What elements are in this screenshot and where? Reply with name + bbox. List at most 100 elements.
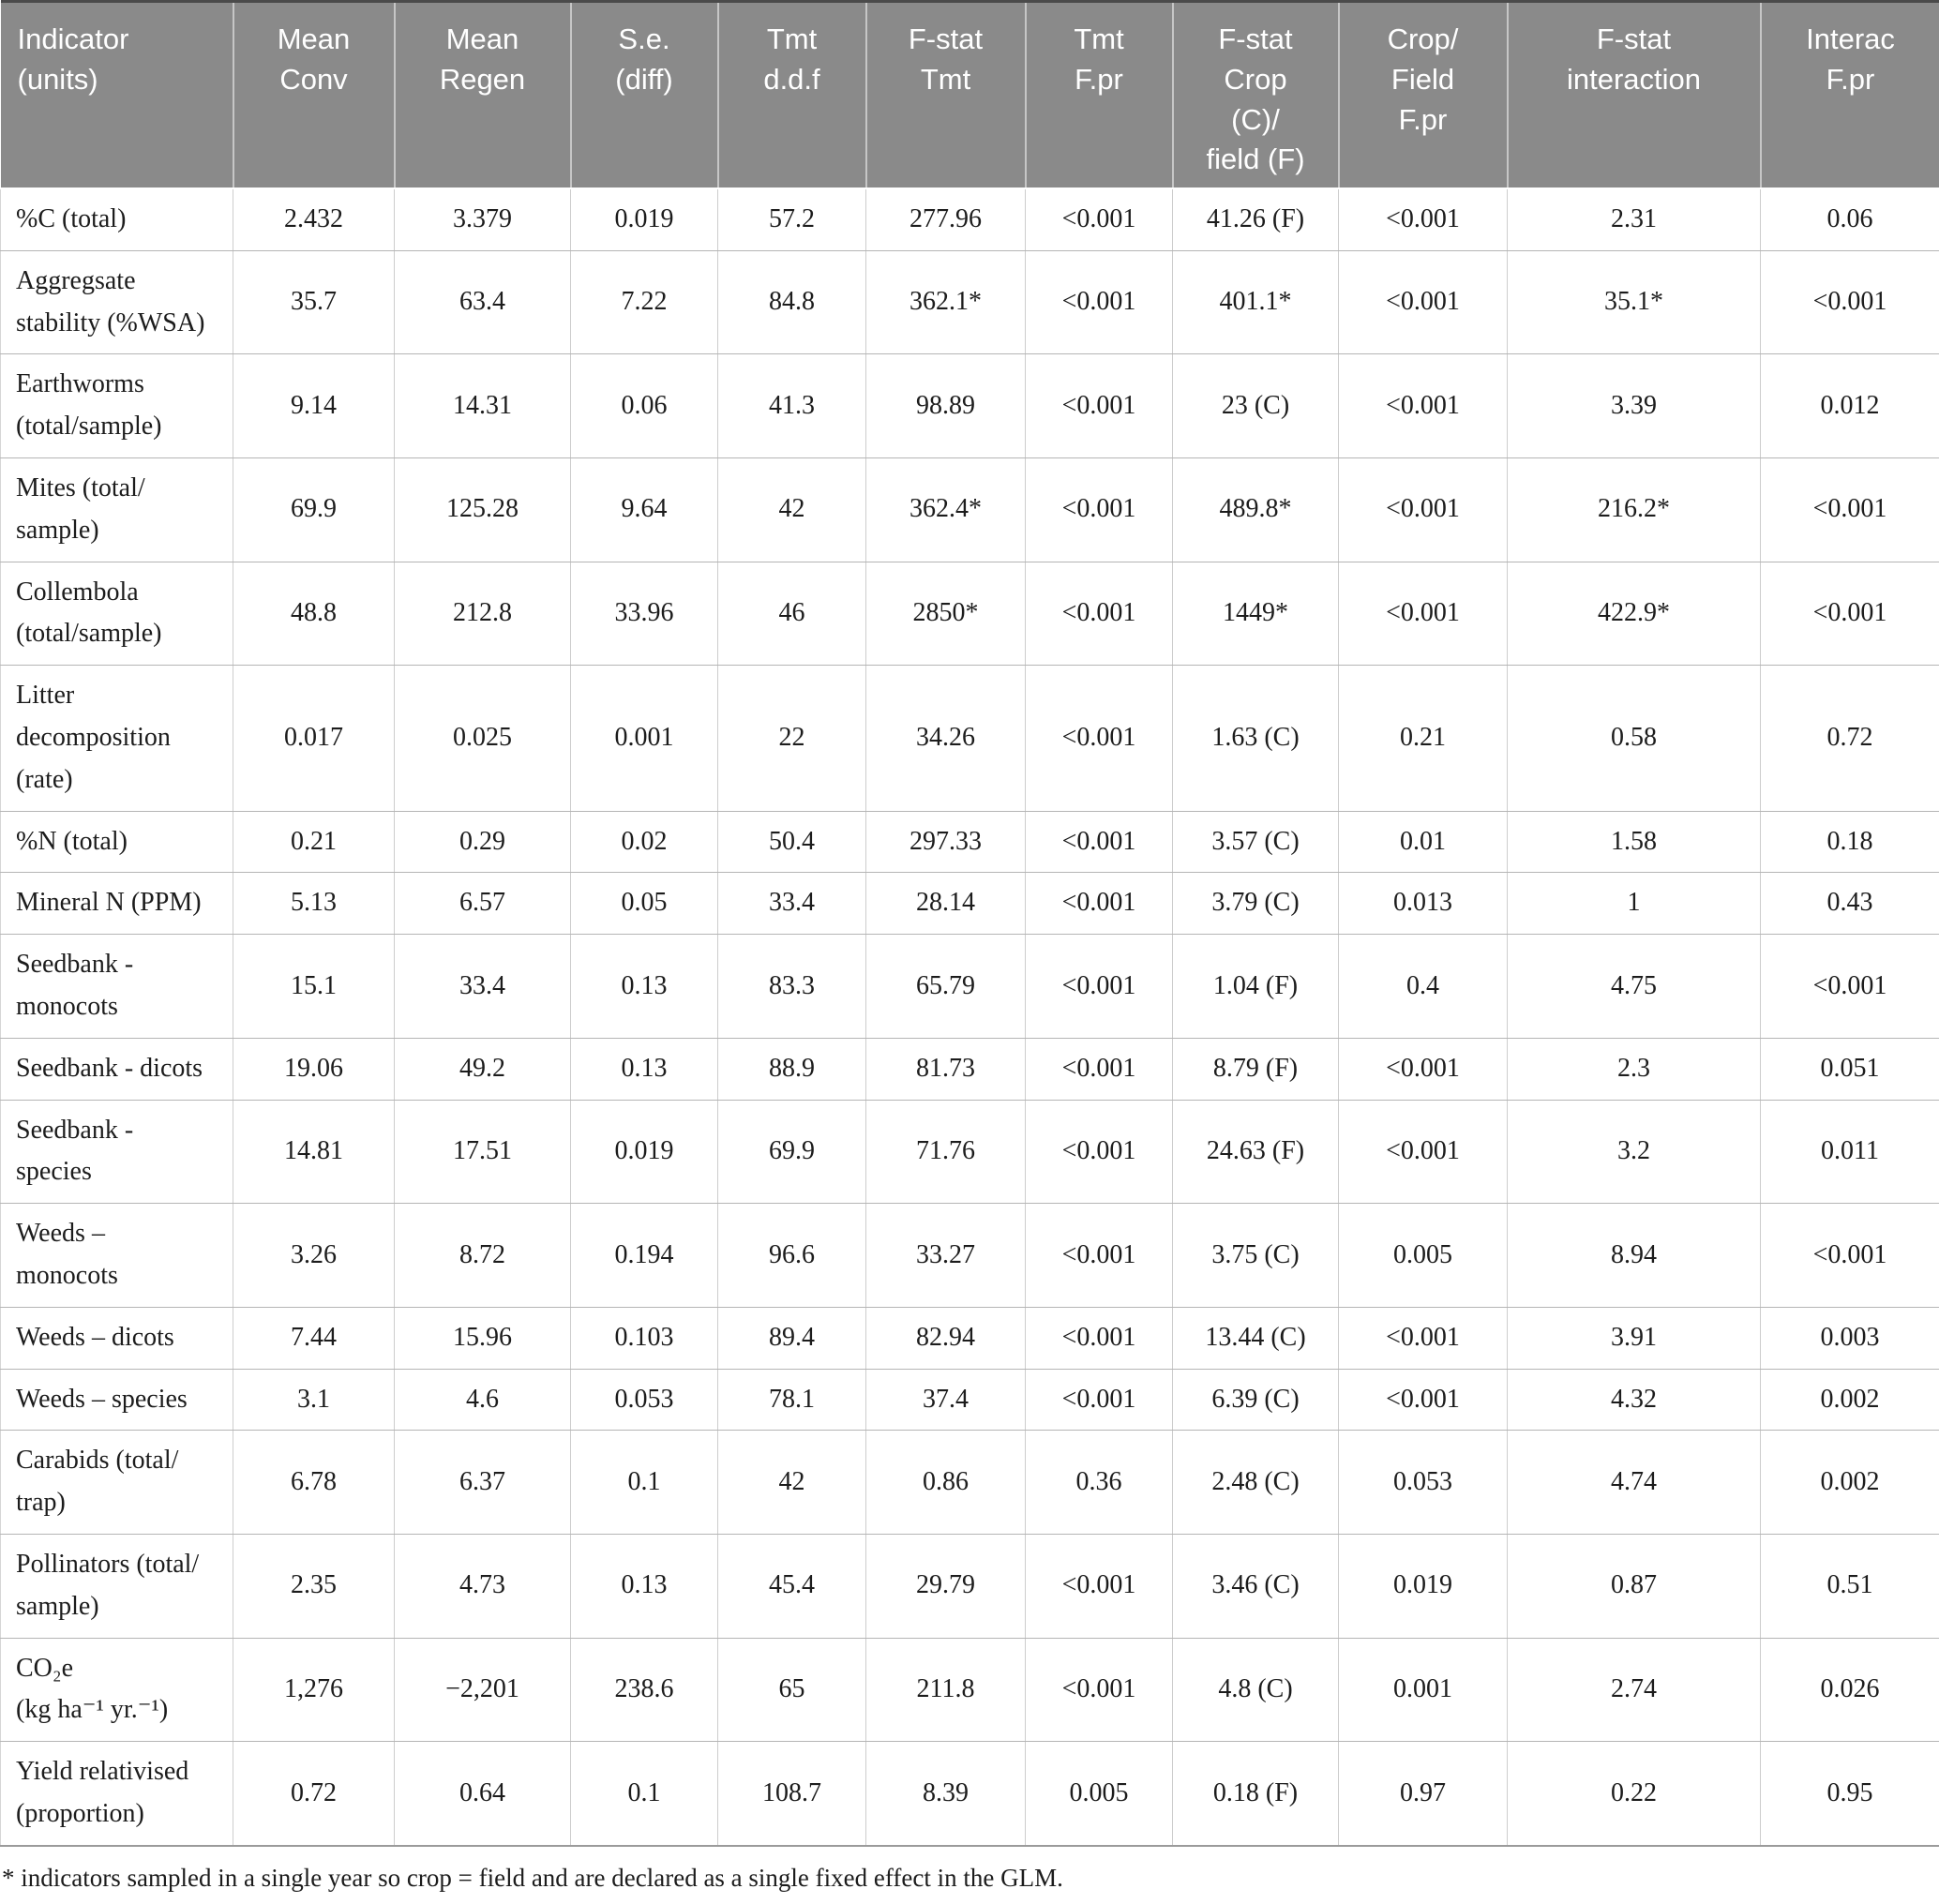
value-cell: 0.64 xyxy=(395,1742,571,1846)
value-cell: 0.13 xyxy=(571,1534,718,1638)
value-cell: 297.33 xyxy=(866,811,1026,873)
value-cell: <0.001 xyxy=(1339,458,1508,562)
value-cell: 2.35 xyxy=(233,1534,395,1638)
value-cell: 83.3 xyxy=(718,935,866,1039)
indicator-cell: Litter decomposition (rate) xyxy=(1,666,233,811)
value-cell: 0.29 xyxy=(395,811,571,873)
value-cell: 0.97 xyxy=(1339,1742,1508,1846)
value-cell: 49.2 xyxy=(395,1038,571,1100)
value-cell: 2.3 xyxy=(1508,1038,1761,1100)
value-cell: 6.37 xyxy=(395,1431,571,1535)
value-cell: 84.8 xyxy=(718,250,866,354)
value-cell: 0.1 xyxy=(571,1431,718,1535)
value-cell: 41.26 (F) xyxy=(1173,188,1339,250)
table-footnote: * indicators sampled in a single year so… xyxy=(2,1862,1939,1895)
value-cell: 6.57 xyxy=(395,873,571,935)
indicator-cell: Mineral N (PPM) xyxy=(1,873,233,935)
value-cell: 45.4 xyxy=(718,1534,866,1638)
value-cell: 0.019 xyxy=(1339,1534,1508,1638)
value-cell: 23 (C) xyxy=(1173,354,1339,458)
value-cell: <0.001 xyxy=(1761,562,1939,666)
indicator-cell: Collembola (total/sample) xyxy=(1,562,233,666)
value-cell: 4.73 xyxy=(395,1534,571,1638)
value-cell: 15.1 xyxy=(233,935,395,1039)
value-cell: 0.13 xyxy=(571,1038,718,1100)
indicator-cell: Seedbank - species xyxy=(1,1100,233,1204)
indicator-cell: Carabids (total/ trap) xyxy=(1,1431,233,1535)
value-cell: 362.4* xyxy=(866,458,1026,562)
value-cell: 37.4 xyxy=(866,1369,1026,1431)
value-cell: 0.22 xyxy=(1508,1742,1761,1846)
value-cell: <0.001 xyxy=(1761,458,1939,562)
value-cell: 34.26 xyxy=(866,666,1026,811)
value-cell: 0.1 xyxy=(571,1742,718,1846)
value-cell: 0.001 xyxy=(1339,1638,1508,1742)
indicator-cell: Weeds – species xyxy=(1,1369,233,1431)
value-cell: 0.017 xyxy=(233,666,395,811)
value-cell: 1.63 (C) xyxy=(1173,666,1339,811)
value-cell: 0.51 xyxy=(1761,1534,1939,1638)
value-cell: 277.96 xyxy=(866,188,1026,250)
value-cell: 1 xyxy=(1508,873,1761,935)
value-cell: <0.001 xyxy=(1339,188,1508,250)
value-cell: 0.18 (F) xyxy=(1173,1742,1339,1846)
value-cell: 15.96 xyxy=(395,1307,571,1369)
column-header-7: F-stat Crop (C)/ field (F) xyxy=(1173,2,1339,189)
value-cell: <0.001 xyxy=(1339,250,1508,354)
value-cell: 0.194 xyxy=(571,1204,718,1308)
value-cell: 2850* xyxy=(866,562,1026,666)
value-cell: 96.6 xyxy=(718,1204,866,1308)
value-cell: <0.001 xyxy=(1026,811,1173,873)
value-cell: 14.31 xyxy=(395,354,571,458)
value-cell: 0.026 xyxy=(1761,1638,1939,1742)
value-cell: 3.91 xyxy=(1508,1307,1761,1369)
value-cell: 3.79 (C) xyxy=(1173,873,1339,935)
value-cell: 0.05 xyxy=(571,873,718,935)
indicator-cell: Weeds – dicots xyxy=(1,1307,233,1369)
value-cell: <0.001 xyxy=(1026,1638,1173,1742)
value-cell: 24.63 (F) xyxy=(1173,1100,1339,1204)
value-cell: 71.76 xyxy=(866,1100,1026,1204)
value-cell: 238.6 xyxy=(571,1638,718,1742)
value-cell: 19.06 xyxy=(233,1038,395,1100)
value-cell: 3.379 xyxy=(395,188,571,250)
value-cell: <0.001 xyxy=(1026,354,1173,458)
indicator-cell: CO₂e (kg ha⁻¹ yr.⁻¹) xyxy=(1,1638,233,1742)
value-cell: 50.4 xyxy=(718,811,866,873)
value-cell: 216.2* xyxy=(1508,458,1761,562)
value-cell: 0.025 xyxy=(395,666,571,811)
value-cell: 422.9* xyxy=(1508,562,1761,666)
value-cell: <0.001 xyxy=(1761,1204,1939,1308)
value-cell: <0.001 xyxy=(1026,935,1173,1039)
value-cell: 8.94 xyxy=(1508,1204,1761,1308)
value-cell: 17.51 xyxy=(395,1100,571,1204)
value-cell: 0.103 xyxy=(571,1307,718,1369)
value-cell: 125.28 xyxy=(395,458,571,562)
value-cell: 0.21 xyxy=(1339,666,1508,811)
value-cell: 42 xyxy=(718,458,866,562)
column-header-0: Indicator (units) xyxy=(1,2,233,189)
value-cell: 13.44 (C) xyxy=(1173,1307,1339,1369)
indicator-cell: Pollinators (total/ sample) xyxy=(1,1534,233,1638)
indicator-cell: Earthworms (total/sample) xyxy=(1,354,233,458)
value-cell: 14.81 xyxy=(233,1100,395,1204)
value-cell: 489.8* xyxy=(1173,458,1339,562)
indicator-cell: %N (total) xyxy=(1,811,233,873)
column-header-2: Mean Regen xyxy=(395,2,571,189)
value-cell: 0.019 xyxy=(571,1100,718,1204)
value-cell: <0.001 xyxy=(1026,458,1173,562)
value-cell: 6.39 (C) xyxy=(1173,1369,1339,1431)
value-cell: −2,201 xyxy=(395,1638,571,1742)
value-cell: 3.57 (C) xyxy=(1173,811,1339,873)
indicator-cell: %C (total) xyxy=(1,188,233,250)
